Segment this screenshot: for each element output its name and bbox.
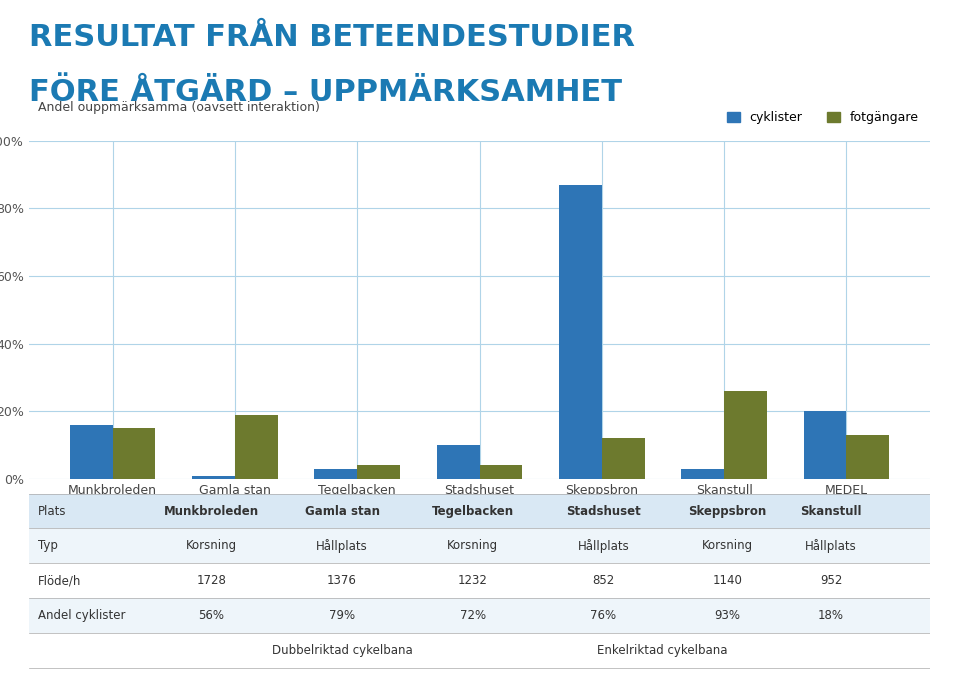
Text: Enkelriktad cykelbana: Enkelriktad cykelbana <box>596 644 727 657</box>
Bar <box>112 428 155 479</box>
Text: 1376: 1376 <box>327 574 357 587</box>
Text: 1728: 1728 <box>197 574 226 587</box>
Bar <box>235 415 278 479</box>
Text: 79%: 79% <box>329 609 355 622</box>
Bar <box>70 425 112 479</box>
Bar <box>681 469 724 479</box>
Text: Korsning: Korsning <box>447 539 499 552</box>
Text: Tegelbacken: Tegelbacken <box>432 505 514 518</box>
Text: Korsning: Korsning <box>702 539 753 552</box>
Bar <box>436 445 480 479</box>
Text: Andel ouppmärksamma (oavsett interaktion): Andel ouppmärksamma (oavsett interaktion… <box>37 100 319 114</box>
Text: 952: 952 <box>820 574 842 587</box>
Text: Andel cyklister: Andel cyklister <box>37 609 126 622</box>
Text: Hållplats: Hållplats <box>577 539 629 553</box>
Text: Skeppsbron: Skeppsbron <box>689 505 766 518</box>
Bar <box>559 185 602 479</box>
Text: 56%: 56% <box>199 609 224 622</box>
Bar <box>480 466 523 479</box>
Text: Plats: Plats <box>37 505 66 518</box>
Text: 76%: 76% <box>591 609 617 622</box>
Text: 852: 852 <box>593 574 615 587</box>
Legend: cyklister, fotgängare: cyklister, fotgängare <box>722 107 924 130</box>
Text: 93%: 93% <box>714 609 740 622</box>
Text: Typ: Typ <box>37 539 58 552</box>
Text: Dubbelriktad cykelbana: Dubbelriktad cykelbana <box>271 644 412 657</box>
Text: 1140: 1140 <box>713 574 742 587</box>
Bar <box>29 598 930 633</box>
Text: 18%: 18% <box>818 609 844 622</box>
Text: 72%: 72% <box>459 609 486 622</box>
Text: Gamla stan: Gamla stan <box>305 505 380 518</box>
Text: Hållplats: Hållplats <box>316 539 368 553</box>
Bar <box>315 469 357 479</box>
Text: 1232: 1232 <box>457 574 488 587</box>
Bar <box>602 438 644 479</box>
Bar <box>29 633 930 668</box>
Text: Stadshuset: Stadshuset <box>566 505 641 518</box>
Text: FÖRE ÅTGÄRD – UPPMÄRKSAMHET: FÖRE ÅTGÄRD – UPPMÄRKSAMHET <box>29 78 621 107</box>
Bar <box>847 435 889 479</box>
Text: Korsning: Korsning <box>186 539 237 552</box>
Bar <box>192 475 235 479</box>
Text: Hållplats: Hållplats <box>806 539 857 553</box>
Bar <box>29 493 930 528</box>
Text: RESULTAT FRÅN BETEENDESTUDIER: RESULTAT FRÅN BETEENDESTUDIER <box>29 23 635 52</box>
Bar <box>29 528 930 563</box>
Bar <box>29 563 930 598</box>
Text: Munkbroleden: Munkbroleden <box>164 505 259 518</box>
Bar <box>357 466 400 479</box>
Text: Skanstull: Skanstull <box>801 505 862 518</box>
Text: Flöde/h: Flöde/h <box>37 574 82 587</box>
Bar <box>804 411 847 479</box>
Bar <box>724 391 767 479</box>
